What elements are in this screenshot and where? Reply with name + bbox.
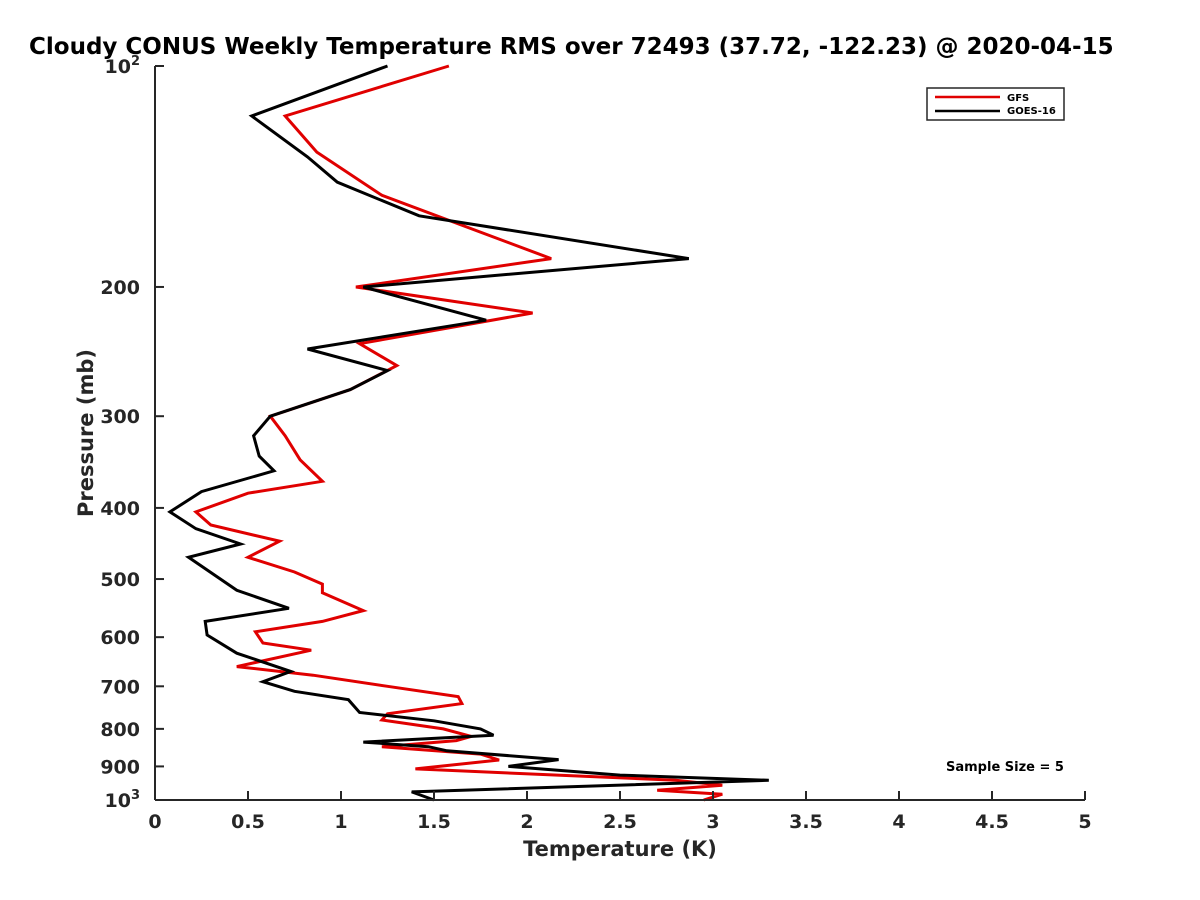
legend-label-goes16: GOES-16 [1007,106,1056,117]
x-tick-label: 5 [1078,811,1091,833]
series-line-gfs [192,64,723,802]
x-ticks: 0 0.5 1 1.5 2 2.5 3 3.5 4 4.5 5 [148,791,1092,833]
x-tick-label: 0.5 [231,811,265,833]
x-tick-label: 3.5 [789,811,823,833]
y-tick-label: 300 [100,406,140,428]
y-tick-label: 700 [100,676,140,698]
legend-label-gfs: GFS [1007,93,1029,104]
x-tick-label: 2 [520,811,533,833]
chart-title: Cloudy CONUS Weekly Temperature RMS over… [29,34,1114,60]
y-tick-label: 800 [100,719,140,741]
x-tick-label: 2.5 [603,811,637,833]
x-tick-label: 4.5 [975,811,1009,833]
y-tick-label: 103 [105,788,141,812]
x-tick-label: 0 [148,811,161,833]
x-tick-label: 4 [892,811,905,833]
y-ticks: 102 200 300 400 500 600 700 800 900 103 [100,54,164,812]
series-layer [167,64,769,802]
y-tick-label: 900 [100,756,140,778]
y-axis-label: Pressure (mb) [74,349,98,517]
x-tick-label: 1.5 [417,811,451,833]
legend: GFS GOES-16 [926,87,1065,121]
y-tick-label: 600 [100,627,140,649]
y-tick-label: 200 [100,277,140,299]
y-tick-label: 102 [105,54,141,78]
y-tick-label: 400 [100,498,140,520]
series-line-goes16 [167,64,769,802]
sample-size-annotation: Sample Size = 5 [946,760,1064,775]
x-tick-label: 3 [706,811,719,833]
x-tick-label: 1 [334,811,347,833]
legend-box [926,87,1065,121]
x-axis-label: Temperature (K) [523,837,717,861]
y-tick-label: 500 [100,569,140,591]
